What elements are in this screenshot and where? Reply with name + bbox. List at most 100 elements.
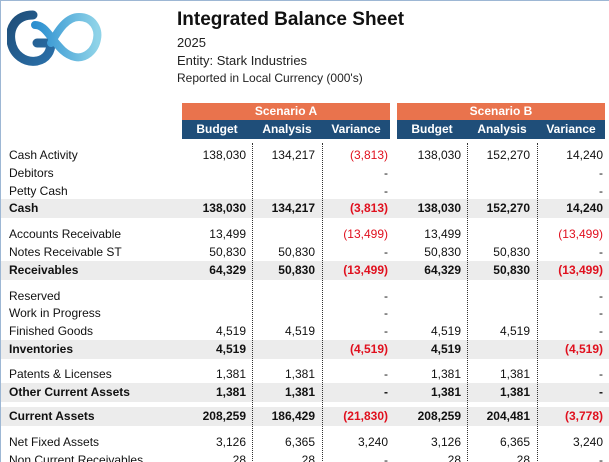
report-entity: Entity: Stark Industries <box>177 53 308 68</box>
table-row: Debitors - - <box>1 164 609 183</box>
row-label: Debitors <box>9 166 54 180</box>
row-label: Other Current Assets <box>9 385 130 399</box>
row-label: Net Fixed Assets <box>9 435 100 449</box>
cell-b-variance: 3,240 <box>572 435 603 449</box>
cell-a-variance: (13,499) <box>343 263 388 277</box>
cell-a-budget: 208,259 <box>202 409 246 423</box>
cell-a-variance: - <box>384 289 388 303</box>
cell-a-variance: - <box>384 324 388 338</box>
report-currency-note: Reported in Local Currency (000's) <box>177 71 363 85</box>
col-header-a-variance: Variance <box>322 120 390 139</box>
cell-b-variance: - <box>599 289 603 303</box>
cell-a-budget: 138,030 <box>202 201 246 215</box>
cell-b-budget: 50,830 <box>424 245 461 259</box>
scenario-b-header: Scenario B <box>397 103 605 120</box>
col-header-a-analysis: Analysis <box>252 120 322 139</box>
table-row: Net Fixed Assets 3,126 6,365 3,240 3,126 6,36… <box>1 433 609 452</box>
cell-a-variance: - <box>384 367 388 381</box>
cell-b-budget: 208,259 <box>417 409 461 423</box>
row-label: Petty Cash <box>9 184 68 198</box>
cell-b-budget: 64,329 <box>424 263 461 277</box>
cell-b-analysis: 28 <box>516 453 530 462</box>
cell-b-analysis: 4,519 <box>499 324 530 338</box>
cell-a-analysis: 1,381 <box>284 367 315 381</box>
cell-a-variance: (4,519) <box>349 342 388 356</box>
row-label: Reserved <box>9 289 61 303</box>
cell-a-analysis: 50,830 <box>278 263 315 277</box>
cell-b-budget: 13,499 <box>424 227 461 241</box>
cell-a-budget: 28 <box>232 453 246 462</box>
cell-a-variance: - <box>384 385 388 399</box>
table-row: Work in Progress - - <box>1 304 609 323</box>
cell-b-variance: 14,240 <box>566 148 603 162</box>
cell-b-analysis: 152,270 <box>486 148 530 162</box>
report-title: Integrated Balance Sheet <box>177 9 405 30</box>
cell-b-variance: - <box>599 324 603 338</box>
table-row: Non Current Receivables 28 28 - 28 28 - <box>1 451 609 462</box>
cell-a-variance: - <box>384 184 388 198</box>
cell-a-budget: 13,499 <box>209 227 246 241</box>
cell-b-variance: - <box>599 166 603 180</box>
cell-b-variance: - <box>599 245 603 259</box>
table-row: Finished Goods 4,519 4,519 - 4,519 4,519 - <box>1 322 609 341</box>
cell-a-budget: 3,126 <box>215 435 246 449</box>
row-label: Current Assets <box>9 409 95 423</box>
cell-b-budget: 138,030 <box>417 148 461 162</box>
cell-b-variance: (3,778) <box>564 409 603 423</box>
cell-b-analysis: 204,481 <box>486 409 530 423</box>
cell-a-analysis: 186,429 <box>271 409 315 423</box>
cell-b-budget: 4,519 <box>430 342 461 356</box>
table-row: Reserved - - <box>1 287 609 306</box>
column-divider <box>537 143 538 462</box>
table-row: Patents & Licenses 1,381 1,381 - 1,381 1,381 - <box>1 365 609 384</box>
table-total-row: Cash 138,030 134,217 (3,813) 138,030 152,270 1… <box>1 199 609 218</box>
cell-a-budget: 138,030 <box>202 148 246 162</box>
column-divider <box>252 143 253 462</box>
scenario-a-header: Scenario A <box>182 103 390 120</box>
cell-a-budget: 4,519 <box>215 324 246 338</box>
report-year: 2025 <box>177 35 206 50</box>
row-label: Work in Progress <box>9 306 101 320</box>
row-label: Cash Activity <box>9 148 78 162</box>
cell-a-budget: 1,381 <box>215 385 246 399</box>
cell-a-variance: (21,830) <box>343 409 388 423</box>
cell-a-analysis: 4,519 <box>284 324 315 338</box>
row-label: Accounts Receivable <box>9 227 122 241</box>
row-label: Notes Receivable ST <box>9 245 122 259</box>
cell-a-variance: - <box>384 306 388 320</box>
cell-a-variance: - <box>384 453 388 462</box>
cell-b-analysis: 152,270 <box>486 201 530 215</box>
column-divider <box>467 143 468 462</box>
col-header-b-variance: Variance <box>537 120 605 139</box>
cell-a-budget: 50,830 <box>209 245 246 259</box>
company-logo-icon <box>7 10 102 66</box>
row-label: Non Current Receivables <box>9 453 144 462</box>
cell-b-variance: (4,519) <box>564 342 603 356</box>
cell-b-budget: 138,030 <box>417 201 461 215</box>
cell-a-analysis: 50,830 <box>278 245 315 259</box>
cell-b-budget: 28 <box>447 453 461 462</box>
cell-b-analysis: 6,365 <box>499 435 530 449</box>
column-divider <box>322 143 323 462</box>
row-label: Inventories <box>9 342 74 356</box>
cell-b-variance: - <box>599 367 603 381</box>
cell-a-budget: 4,519 <box>215 342 246 356</box>
cell-a-analysis: 134,217 <box>271 201 315 215</box>
cell-b-variance: 14,240 <box>566 201 603 215</box>
cell-a-variance: 3,240 <box>357 435 388 449</box>
cell-a-analysis: 6,365 <box>284 435 315 449</box>
cell-b-analysis: 50,830 <box>493 245 530 259</box>
table-total-row: Receivables 64,329 50,830 (13,499) 64,329 50,… <box>1 261 609 280</box>
col-header-b-budget: Budget <box>397 120 467 139</box>
cell-b-variance: (13,499) <box>558 227 603 241</box>
cell-a-variance: - <box>384 166 388 180</box>
cell-b-budget: 1,381 <box>430 385 461 399</box>
cell-a-budget: 1,381 <box>215 367 246 381</box>
table-total-row: Inventories 4,519 (4,519) 4,519 (4,519) <box>1 340 609 359</box>
row-label: Cash <box>9 201 39 215</box>
cell-a-analysis: 1,381 <box>284 385 315 399</box>
table-row: Notes Receivable ST 50,830 50,830 - 50,830 50… <box>1 243 609 262</box>
table-row: Accounts Receivable 13,499 (13,499) 13,499 (… <box>1 225 609 244</box>
cell-a-budget: 64,329 <box>209 263 246 277</box>
